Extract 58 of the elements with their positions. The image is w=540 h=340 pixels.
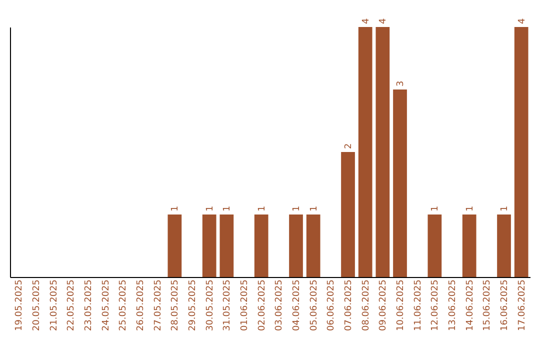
data-label: 3 (396, 80, 406, 86)
bar (306, 214, 320, 277)
data-label: 1 (292, 206, 302, 212)
x-tick-label: 09.06.2025 (378, 280, 389, 332)
data-label: 1 (170, 206, 181, 212)
x-tick-label: 02.06.2025 (257, 280, 268, 332)
data-label: 1 (222, 206, 233, 212)
bar (289, 214, 303, 277)
data-label: 1 (257, 206, 268, 212)
bar (341, 152, 355, 277)
x-tick-label: 17.06.2025 (517, 280, 528, 332)
x-tick-label: 23.05.2025 (84, 280, 94, 332)
x-tick-label: 13.06.2025 (448, 280, 458, 332)
x-tick-label: 24.05.2025 (101, 280, 112, 332)
x-tick-label: 20.05.2025 (32, 280, 42, 332)
data-label: 1 (430, 206, 441, 212)
data-label: 1 (309, 206, 320, 212)
bar (168, 214, 182, 277)
x-tick-label: 12.06.2025 (430, 280, 441, 332)
bar (358, 27, 372, 277)
x-tick-label: 31.05.2025 (222, 280, 233, 332)
x-tick-label: 26.05.2025 (136, 280, 146, 332)
x-tick-label: 29.05.2025 (188, 280, 198, 332)
x-tick-label: 06.06.2025 (326, 280, 337, 332)
x-tick-label: 08.06.2025 (361, 280, 372, 332)
x-tick-label: 30.05.2025 (205, 280, 216, 332)
x-tick-label: 19.05.2025 (14, 280, 25, 332)
x-tick-label: 03.06.2025 (274, 280, 285, 332)
bar (220, 214, 234, 277)
data-label: 1 (500, 206, 510, 212)
x-tick-label: 21.05.2025 (49, 280, 60, 332)
bar (393, 90, 407, 277)
bar (428, 214, 442, 277)
x-tick-label: 27.05.2025 (153, 280, 164, 332)
x-tick-label: 25.05.2025 (118, 280, 129, 332)
x-tick-label: 07.06.2025 (344, 280, 354, 332)
x-tick-label: 10.06.2025 (396, 280, 406, 332)
x-tick-label: 28.05.2025 (170, 280, 181, 332)
bar (497, 214, 511, 277)
x-tick-label: 04.06.2025 (292, 280, 302, 332)
data-label: 1 (465, 206, 476, 212)
data-label: 4 (378, 18, 389, 24)
bar (202, 214, 216, 277)
data-label: 2 (344, 143, 354, 149)
x-tick-label: 05.06.2025 (309, 280, 320, 332)
x-tick-label: 01.06.2025 (240, 280, 250, 332)
x-tick-label: 16.06.2025 (500, 280, 510, 332)
data-label: 1 (205, 206, 216, 212)
bar (462, 214, 476, 277)
x-tick-label: 11.06.2025 (413, 280, 424, 332)
bar (514, 27, 528, 277)
x-tick-label: 22.05.2025 (66, 280, 77, 332)
bar (376, 27, 390, 277)
data-label: 4 (361, 18, 372, 24)
x-tick-label: 14.06.2025 (465, 280, 476, 332)
x-tick-label: 15.06.2025 (482, 280, 493, 332)
data-label: 4 (517, 18, 528, 24)
bar (254, 214, 268, 277)
